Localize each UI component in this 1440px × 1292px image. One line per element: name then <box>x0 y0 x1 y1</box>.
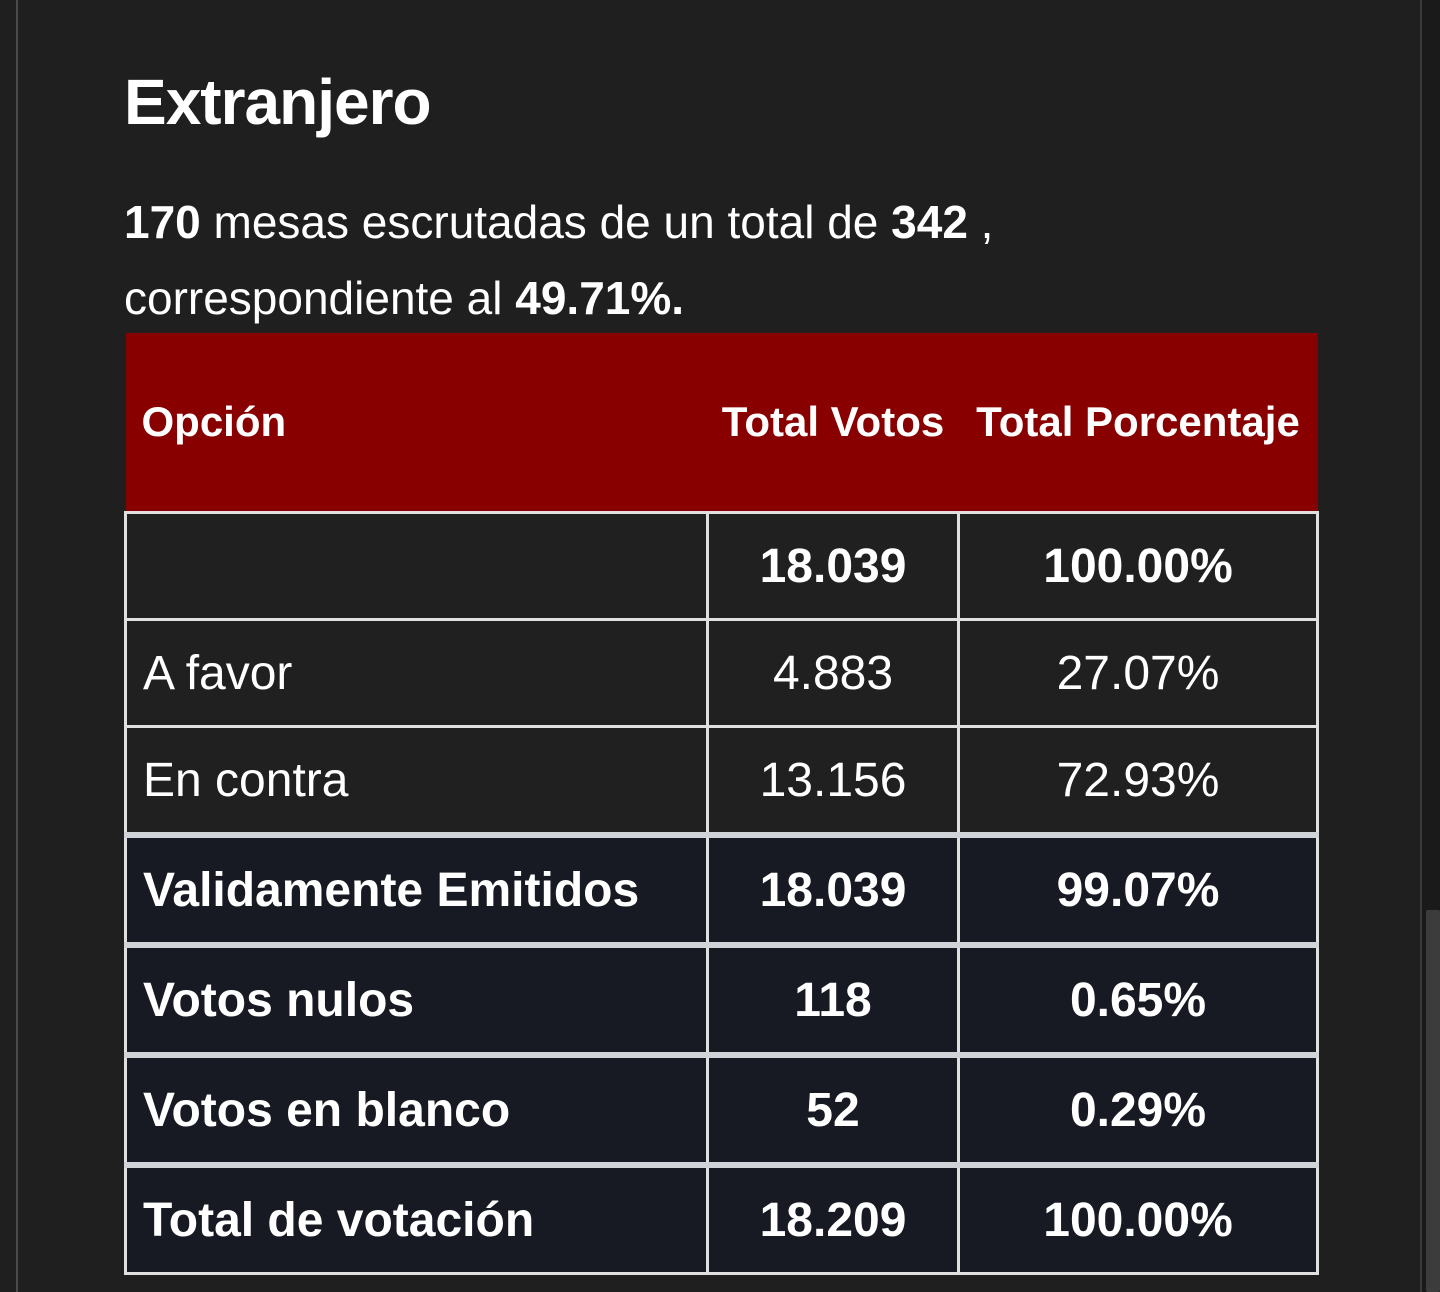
stat-votos: 18.209 <box>706 1162 960 1275</box>
summary-text-2: , correspondiente al <box>124 196 994 324</box>
scrollbar-thumb[interactable] <box>1426 910 1440 1292</box>
row-votos: 18.039 <box>706 511 960 621</box>
table-row: Total de votación 18.209 100.00% <box>124 1162 1319 1275</box>
header-row: Opción Total Votos Total Porcentaje <box>125 333 1318 513</box>
table-row: 18.039 100.00% <box>124 511 1319 621</box>
summary-text-1: mesas escrutadas de un total de <box>200 196 892 248</box>
results-table-wrapper: Opción Total Votos Total Porcentaje 18.0… <box>124 333 1319 1275</box>
porcentaje-escrutado: 49.71%. <box>515 272 685 324</box>
stat-votos: 18.039 <box>706 832 960 947</box>
stat-porcentaje: 99.07% <box>957 832 1319 947</box>
stat-votos: 52 <box>706 1052 960 1167</box>
header-total-porcentaje: Total Porcentaje <box>958 333 1318 513</box>
row-opcion: En contra <box>124 725 709 837</box>
table-row: Votos en blanco 52 0.29% <box>124 1052 1319 1167</box>
stat-porcentaje: 0.29% <box>957 1052 1319 1167</box>
stat-porcentaje: 100.00% <box>957 1162 1319 1275</box>
header-opcion: Opción <box>125 333 708 513</box>
table-row: A favor 4.883 27.07% <box>124 618 1319 728</box>
results-table-body: 18.039 100.00% A favor 4.883 27.07% En c… <box>124 511 1319 1275</box>
row-opcion <box>124 511 709 621</box>
stat-opcion: Validamente Emitidos <box>124 832 709 947</box>
header-total-votos: Total Votos <box>707 333 959 513</box>
stat-votos: 118 <box>706 942 960 1057</box>
results-table-header: Opción Total Votos Total Porcentaje <box>125 333 1318 513</box>
row-porcentaje: 100.00% <box>957 511 1319 621</box>
stat-opcion: Votos nulos <box>124 942 709 1057</box>
stat-opcion: Votos en blanco <box>124 1052 709 1167</box>
mesas-escrutadas: 170 <box>124 196 201 248</box>
total-mesas: 342 <box>891 196 968 248</box>
scrollbar[interactable] <box>1422 0 1440 1292</box>
table-row: Validamente Emitidos 18.039 99.07% <box>124 832 1319 947</box>
table-row: Votos nulos 118 0.65% <box>124 942 1319 1057</box>
content-frame <box>16 0 1422 1292</box>
stat-porcentaje: 0.65% <box>957 942 1319 1057</box>
results-table: Opción Total Votos Total Porcentaje 18.0… <box>124 333 1319 1275</box>
stat-opcion: Total de votación <box>124 1162 709 1275</box>
row-porcentaje: 72.93% <box>957 725 1319 837</box>
scrutiny-summary: 170 mesas escrutadas de un total de 342 … <box>124 184 1324 336</box>
row-opcion: A favor <box>124 618 709 728</box>
section-title: Extranjero <box>124 66 432 138</box>
table-row: En contra 13.156 72.93% <box>124 725 1319 837</box>
row-porcentaje: 27.07% <box>957 618 1319 728</box>
row-votos: 13.156 <box>706 725 960 837</box>
row-votos: 4.883 <box>706 618 960 728</box>
